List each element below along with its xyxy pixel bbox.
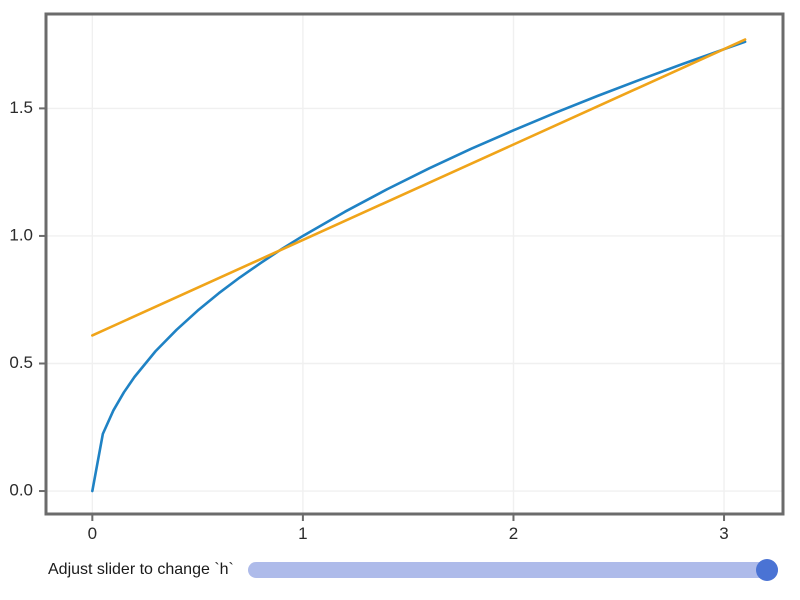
slider-label: Adjust slider to change `h` — [48, 561, 234, 578]
slider-row: Adjust slider to change `h` — [0, 540, 800, 600]
y-tick-label: 0.0 — [9, 481, 33, 500]
x-axis-ticks: 0 1 2 3 — [88, 514, 729, 540]
x-tick-label: 0 — [88, 524, 97, 540]
x-tick-label: 3 — [719, 524, 728, 540]
x-tick-label: 2 — [509, 524, 518, 540]
y-tick-label: 1.5 — [9, 98, 33, 117]
y-tick-label: 1.0 — [9, 225, 33, 244]
vertical-gridlines — [91, 14, 725, 514]
x-tick-label: 1 — [298, 524, 307, 540]
axes-frame — [44, 12, 785, 516]
plot-canvas: 0 1 2 3 0.0 0.5 1.0 1.5 — [9, 12, 785, 540]
slider-track[interactable] — [247, 562, 778, 578]
slider-thumb[interactable] — [755, 559, 778, 581]
series-1-path — [91, 40, 747, 493]
data-series-group — [91, 38, 747, 493]
y-tick-label: 0.5 — [9, 353, 33, 372]
y-axis-ticks: 0.0 0.5 1.0 1.5 — [9, 98, 46, 500]
plot-figure: 0 1 2 3 0.0 0.5 1.0 1.5 — [9, 12, 785, 540]
series-2-path — [91, 38, 747, 337]
horizontal-gridlines — [46, 107, 783, 492]
h-slider[interactable] — [247, 559, 778, 581]
